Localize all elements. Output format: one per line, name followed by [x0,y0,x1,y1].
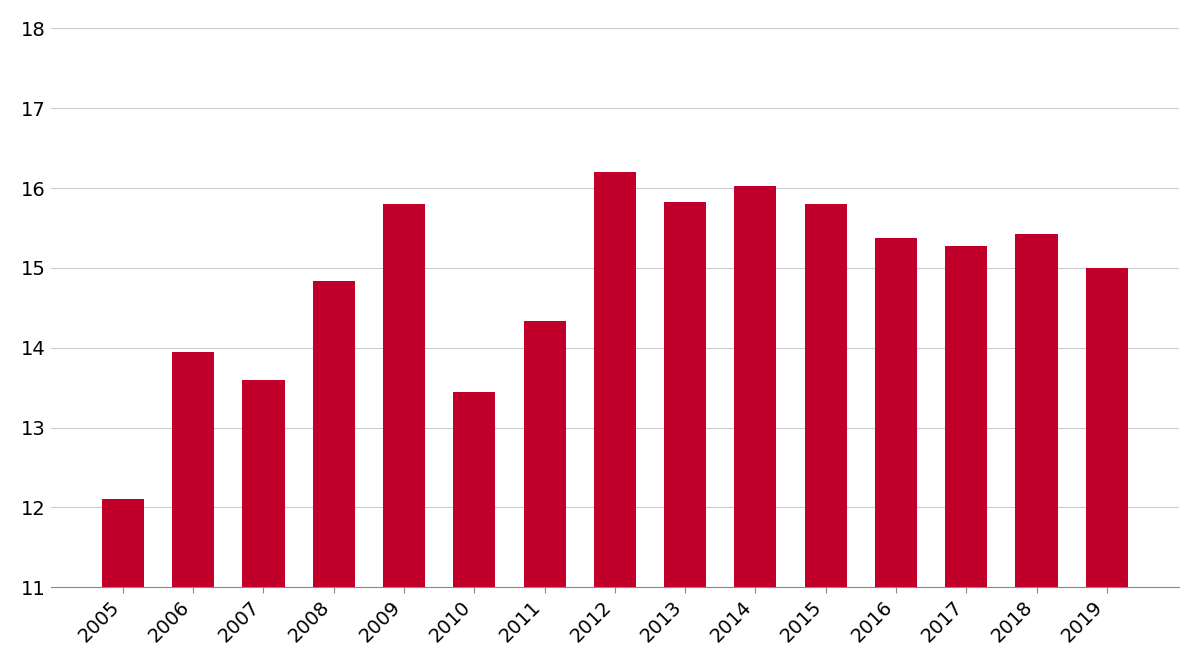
Bar [383,204,425,588]
Bar [1015,233,1057,588]
Bar [102,500,144,588]
Bar [242,380,284,588]
Bar [664,201,707,588]
Bar [523,321,565,588]
Bar [805,204,847,588]
Bar [454,392,496,588]
Bar [313,281,355,588]
Bar [1086,268,1128,588]
Bar [875,238,917,588]
Bar [172,352,215,588]
Bar [734,185,776,588]
Bar [594,172,636,588]
Bar [946,245,988,588]
